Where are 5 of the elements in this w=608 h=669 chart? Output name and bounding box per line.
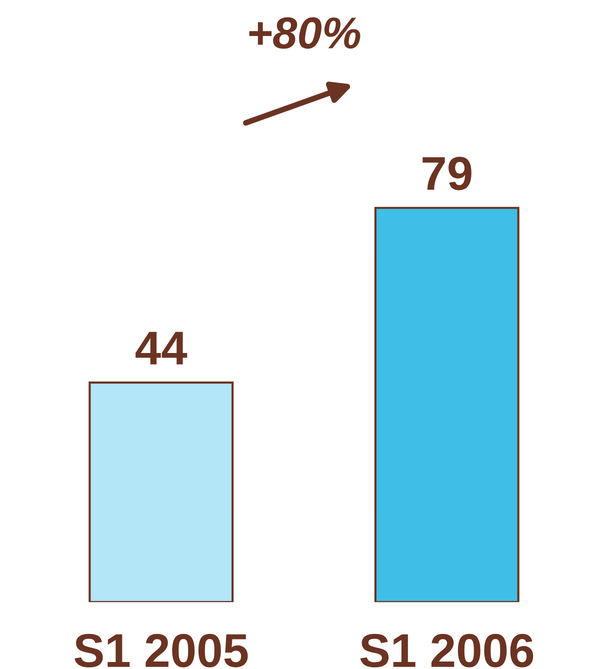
data-label: 79 bbox=[422, 156, 472, 190]
x-tick-label: S1 2005 bbox=[74, 634, 248, 668]
data-label: 44 bbox=[136, 332, 188, 364]
text: +80% bbox=[249, 17, 360, 49]
x-tick-label: S1 2006 bbox=[360, 634, 534, 668]
